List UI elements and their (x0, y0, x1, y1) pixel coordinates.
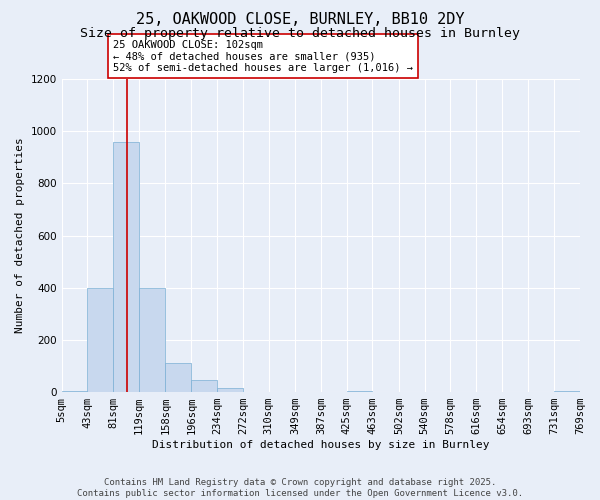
Bar (113, 142, 139, 392)
Bar (166, 364, 191, 392)
Bar (191, 380, 217, 392)
Text: 25, OAKWOOD CLOSE, BURNLEY, BB10 2DY: 25, OAKWOOD CLOSE, BURNLEY, BB10 2DY (136, 12, 464, 28)
Bar (139, 288, 166, 392)
Bar (88, 288, 113, 392)
Text: Size of property relative to detached houses in Burnley: Size of property relative to detached ho… (80, 28, 520, 40)
Bar (217, 388, 243, 392)
Bar (554, 391, 580, 392)
Y-axis label: Number of detached properties: Number of detached properties (15, 138, 25, 334)
Text: Contains HM Land Registry data © Crown copyright and database right 2025.
Contai: Contains HM Land Registry data © Crown c… (77, 478, 523, 498)
Bar (62, 391, 88, 392)
X-axis label: Distribution of detached houses by size in Burnley: Distribution of detached houses by size … (152, 440, 490, 450)
Text: 25 OAKWOOD CLOSE: 102sqm
← 48% of detached houses are smaller (935)
52% of semi-: 25 OAKWOOD CLOSE: 102sqm ← 48% of detach… (113, 40, 413, 72)
Bar (347, 391, 373, 392)
